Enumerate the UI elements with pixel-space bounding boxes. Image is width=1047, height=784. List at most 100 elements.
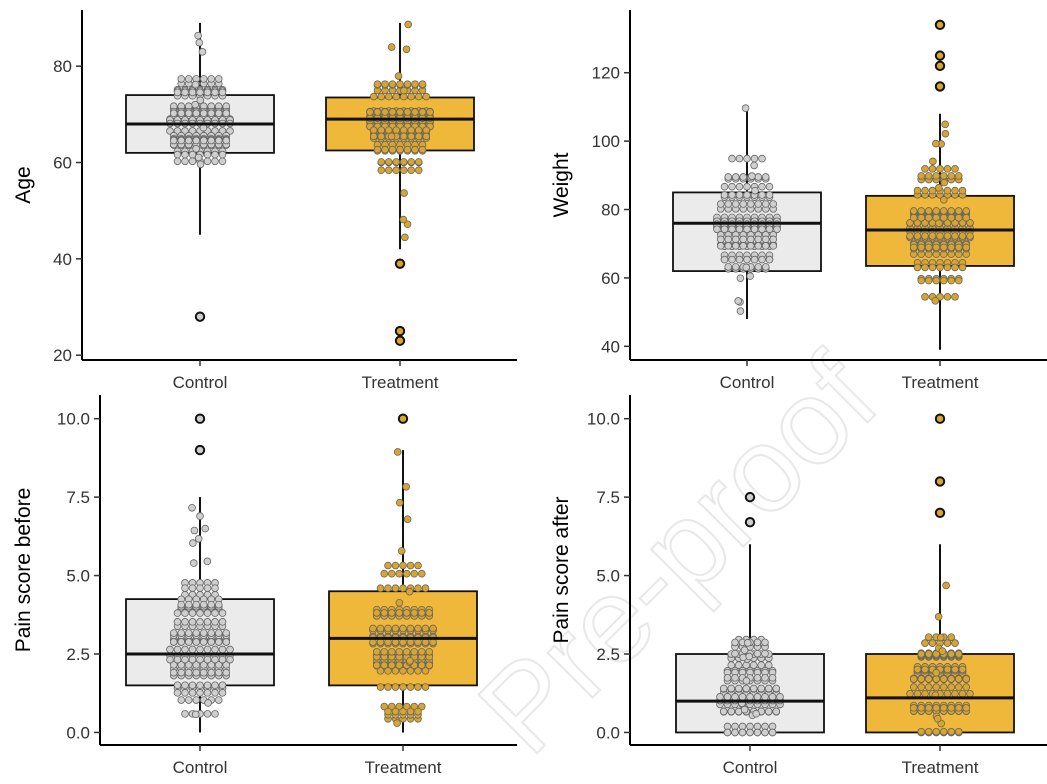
data-point bbox=[403, 515, 412, 523]
x-tick-label: Treatment bbox=[902, 373, 979, 392]
data-point bbox=[184, 696, 193, 704]
data-point bbox=[917, 213, 926, 222]
data-point bbox=[384, 667, 392, 675]
data-point bbox=[222, 638, 231, 646]
x-tick-label: Control bbox=[720, 373, 775, 392]
data-point bbox=[962, 213, 971, 222]
data-point bbox=[719, 707, 728, 716]
data-point bbox=[226, 645, 234, 654]
data-point bbox=[173, 88, 182, 97]
data-point bbox=[921, 232, 929, 240]
y-tick-label: 60 bbox=[53, 154, 72, 173]
data-point bbox=[951, 639, 959, 647]
data-point bbox=[188, 157, 197, 166]
data-point bbox=[951, 232, 959, 240]
data-point bbox=[218, 689, 227, 697]
data-point bbox=[735, 191, 744, 199]
data-point bbox=[731, 638, 739, 647]
y-tick-label: 40 bbox=[53, 250, 72, 269]
data-point bbox=[739, 242, 748, 250]
data-point bbox=[380, 661, 389, 670]
data-point bbox=[947, 276, 956, 285]
point-cloud bbox=[166, 503, 234, 719]
data-point bbox=[173, 157, 182, 166]
data-point bbox=[181, 609, 189, 617]
data-point bbox=[734, 661, 743, 669]
data-point bbox=[199, 75, 208, 83]
data-point bbox=[381, 80, 389, 88]
data-point bbox=[741, 104, 750, 113]
data-point bbox=[761, 173, 770, 181]
data-point bbox=[924, 650, 933, 658]
data-point bbox=[384, 166, 393, 175]
data-point bbox=[196, 584, 204, 592]
data-point bbox=[406, 667, 415, 675]
data-point bbox=[211, 689, 219, 697]
data-point bbox=[758, 255, 766, 264]
data-point bbox=[958, 186, 967, 195]
outlier-point bbox=[194, 311, 206, 322]
data-point bbox=[381, 145, 389, 154]
data-point bbox=[728, 255, 736, 264]
data-point bbox=[947, 727, 956, 736]
data-point bbox=[742, 263, 751, 272]
data-point bbox=[407, 132, 416, 141]
data-point bbox=[181, 618, 189, 626]
data-point bbox=[177, 136, 186, 145]
data-point bbox=[749, 661, 758, 669]
data-point bbox=[966, 218, 974, 227]
data-point bbox=[917, 704, 926, 712]
data-point bbox=[764, 661, 773, 669]
data-point bbox=[772, 707, 781, 716]
data-point bbox=[196, 512, 204, 520]
data-point bbox=[184, 661, 193, 669]
data-point bbox=[190, 526, 199, 535]
data-point bbox=[372, 647, 381, 656]
data-point bbox=[947, 243, 956, 252]
data-point bbox=[384, 561, 392, 570]
data-point bbox=[947, 650, 956, 658]
data-point bbox=[406, 624, 415, 633]
data-point bbox=[750, 161, 758, 170]
data-point bbox=[954, 213, 963, 222]
data-point bbox=[939, 675, 948, 683]
data-point bbox=[407, 158, 416, 166]
data-point bbox=[376, 683, 385, 691]
data-point bbox=[414, 683, 422, 691]
data-point bbox=[194, 31, 202, 40]
data-point bbox=[720, 255, 729, 264]
data-point bbox=[391, 561, 400, 570]
data-point bbox=[932, 276, 941, 285]
data-point bbox=[951, 689, 959, 698]
data-point bbox=[932, 675, 941, 683]
data-point bbox=[214, 75, 223, 83]
data-point bbox=[406, 561, 415, 570]
data-point bbox=[731, 200, 740, 208]
data-point bbox=[399, 132, 408, 141]
data-point bbox=[731, 728, 739, 737]
data-point bbox=[201, 524, 210, 533]
data-point bbox=[954, 243, 963, 252]
data-point bbox=[211, 609, 219, 617]
panel-4: 0.0 2.5 5.0 7.5 10.0 Pain score after Control T… bbox=[550, 395, 1047, 777]
data-point bbox=[196, 618, 204, 626]
data-point bbox=[218, 618, 227, 626]
data-point bbox=[943, 218, 952, 227]
data-point bbox=[196, 655, 204, 664]
data-point bbox=[399, 584, 407, 593]
data-point bbox=[754, 242, 763, 250]
data-point bbox=[928, 186, 937, 195]
data-point bbox=[203, 618, 212, 626]
data-point bbox=[727, 684, 736, 693]
data-point bbox=[188, 584, 197, 592]
y-tick-label: 80 bbox=[601, 201, 620, 220]
data-point bbox=[936, 293, 944, 301]
x-tick-label: Control bbox=[723, 758, 778, 777]
data-point bbox=[429, 624, 437, 633]
data-point bbox=[207, 638, 216, 646]
data-point bbox=[373, 80, 382, 88]
data-point bbox=[169, 668, 178, 677]
data-point bbox=[207, 629, 216, 637]
data-point bbox=[738, 728, 747, 737]
data-point bbox=[181, 681, 189, 690]
